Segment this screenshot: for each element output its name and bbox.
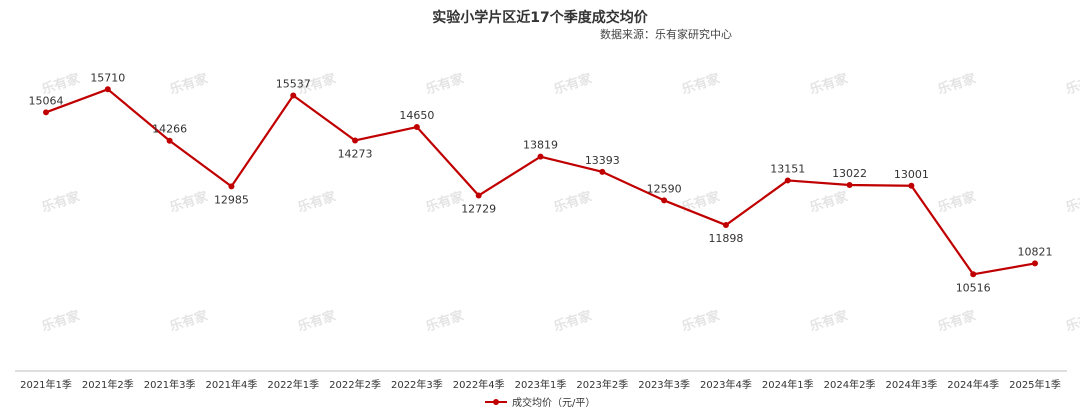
data-point — [290, 92, 297, 99]
data-point — [599, 168, 606, 175]
data-point — [784, 177, 791, 184]
watermark-text: 乐有家 — [1064, 307, 1080, 335]
data-point — [352, 137, 359, 144]
x-tick-label: 2025年1季 — [1009, 378, 1061, 391]
data-point — [166, 137, 173, 144]
data-point — [846, 182, 853, 189]
watermark-text: 乐有家 — [168, 188, 211, 216]
watermark-text: 乐有家 — [40, 307, 83, 335]
watermark-text: 乐有家 — [168, 70, 211, 98]
watermark-text: 乐有家 — [936, 307, 979, 335]
data-labels: 15064 15710 14266 12985 15537 14273 14650 12729… — [29, 71, 1053, 294]
watermark-text: 乐有家 — [296, 307, 339, 335]
data-label: 12729 — [461, 202, 496, 215]
x-tick-label: 2024年1季 — [762, 378, 814, 391]
data-label: 15064 — [29, 94, 64, 107]
watermark-text: 乐有家 — [936, 70, 979, 98]
data-label: 11898 — [708, 232, 743, 245]
data-label: 14266 — [152, 123, 187, 136]
x-tick-label: 2022年3季 — [391, 378, 443, 391]
data-label: 15710 — [90, 71, 125, 84]
data-point — [661, 197, 668, 204]
x-tick-label: 2022年1季 — [267, 378, 319, 391]
data-label: 12590 — [647, 182, 682, 195]
data-point — [228, 183, 235, 190]
watermark-text: 乐有家 — [424, 70, 467, 98]
data-label: 10516 — [956, 281, 991, 294]
data-label: 12985 — [214, 193, 249, 206]
series-line — [45, 88, 1036, 276]
data-label: 13819 — [523, 139, 558, 152]
x-tick-label: 2021年2季 — [82, 378, 134, 391]
data-label: 14273 — [338, 147, 373, 160]
x-tick-label: 2024年3季 — [885, 378, 937, 391]
chart-subtitle: 数据来源：乐有家研究中心 — [600, 28, 732, 41]
x-tick-label: 2023年2季 — [576, 378, 628, 391]
data-point — [475, 192, 482, 199]
data-label: 15537 — [276, 77, 311, 90]
x-tick-label: 2021年1季 — [20, 378, 72, 391]
data-points — [43, 86, 1038, 278]
data-label: 10821 — [1018, 245, 1053, 258]
legend-label: 成交均价（元/平） — [512, 396, 595, 409]
data-point — [537, 153, 544, 160]
x-tick-label: 2022年4季 — [453, 378, 505, 391]
watermark-text: 乐有家 — [424, 307, 467, 335]
watermark-text: 乐有家 — [1064, 188, 1080, 216]
watermark-text: 乐有家 — [808, 307, 851, 335]
legend: 成交均价（元/平） — [485, 396, 595, 409]
watermark-text: 乐有家 — [296, 188, 339, 216]
x-tick-label: 2021年3季 — [144, 378, 196, 391]
data-label: 14650 — [399, 109, 434, 122]
data-point — [413, 124, 420, 131]
data-point — [722, 222, 729, 229]
watermark-text: 乐有家 — [808, 70, 851, 98]
data-point — [908, 182, 915, 189]
x-tick-label: 2023年3季 — [638, 378, 690, 391]
data-point — [43, 109, 49, 116]
data-point — [104, 86, 111, 93]
watermark-text: 乐有家 — [168, 307, 211, 335]
x-tick-label: 2023年4季 — [700, 378, 752, 391]
data-point — [1032, 260, 1038, 267]
watermark-text: 乐有家 — [680, 70, 723, 98]
watermark-text: 乐有家 — [552, 307, 595, 335]
x-tick-label: 2022年2季 — [329, 378, 381, 391]
watermark-text: 乐有家 — [808, 188, 851, 216]
data-label: 13001 — [894, 168, 929, 181]
data-label: 13022 — [832, 167, 867, 180]
watermark-text: 乐有家 — [680, 188, 723, 216]
watermark-text: 乐有家 — [936, 188, 979, 216]
data-point — [970, 271, 977, 278]
chart-title: 实验小学片区近17个季度成交均价 — [432, 10, 648, 26]
data-label: 13151 — [770, 162, 805, 175]
watermark-text: 乐有家 — [680, 307, 723, 335]
legend-marker — [493, 399, 499, 405]
data-label: 13393 — [585, 154, 620, 167]
x-tick-label: 2024年2季 — [824, 378, 876, 391]
watermark-text: 乐有家 — [552, 188, 595, 216]
watermark-text: 乐有家 — [40, 188, 83, 216]
watermark-text: 乐有家 — [1064, 70, 1080, 98]
watermark-text: 乐有家 — [552, 70, 595, 98]
x-axis-ticks: 2021年1季 2021年2季 2021年3季 2021年4季 2022年1季 2022年… — [20, 378, 1061, 391]
x-tick-label: 2021年4季 — [206, 378, 258, 391]
x-tick-label: 2023年1季 — [515, 378, 567, 391]
x-tick-label: 2024年4季 — [947, 378, 999, 391]
